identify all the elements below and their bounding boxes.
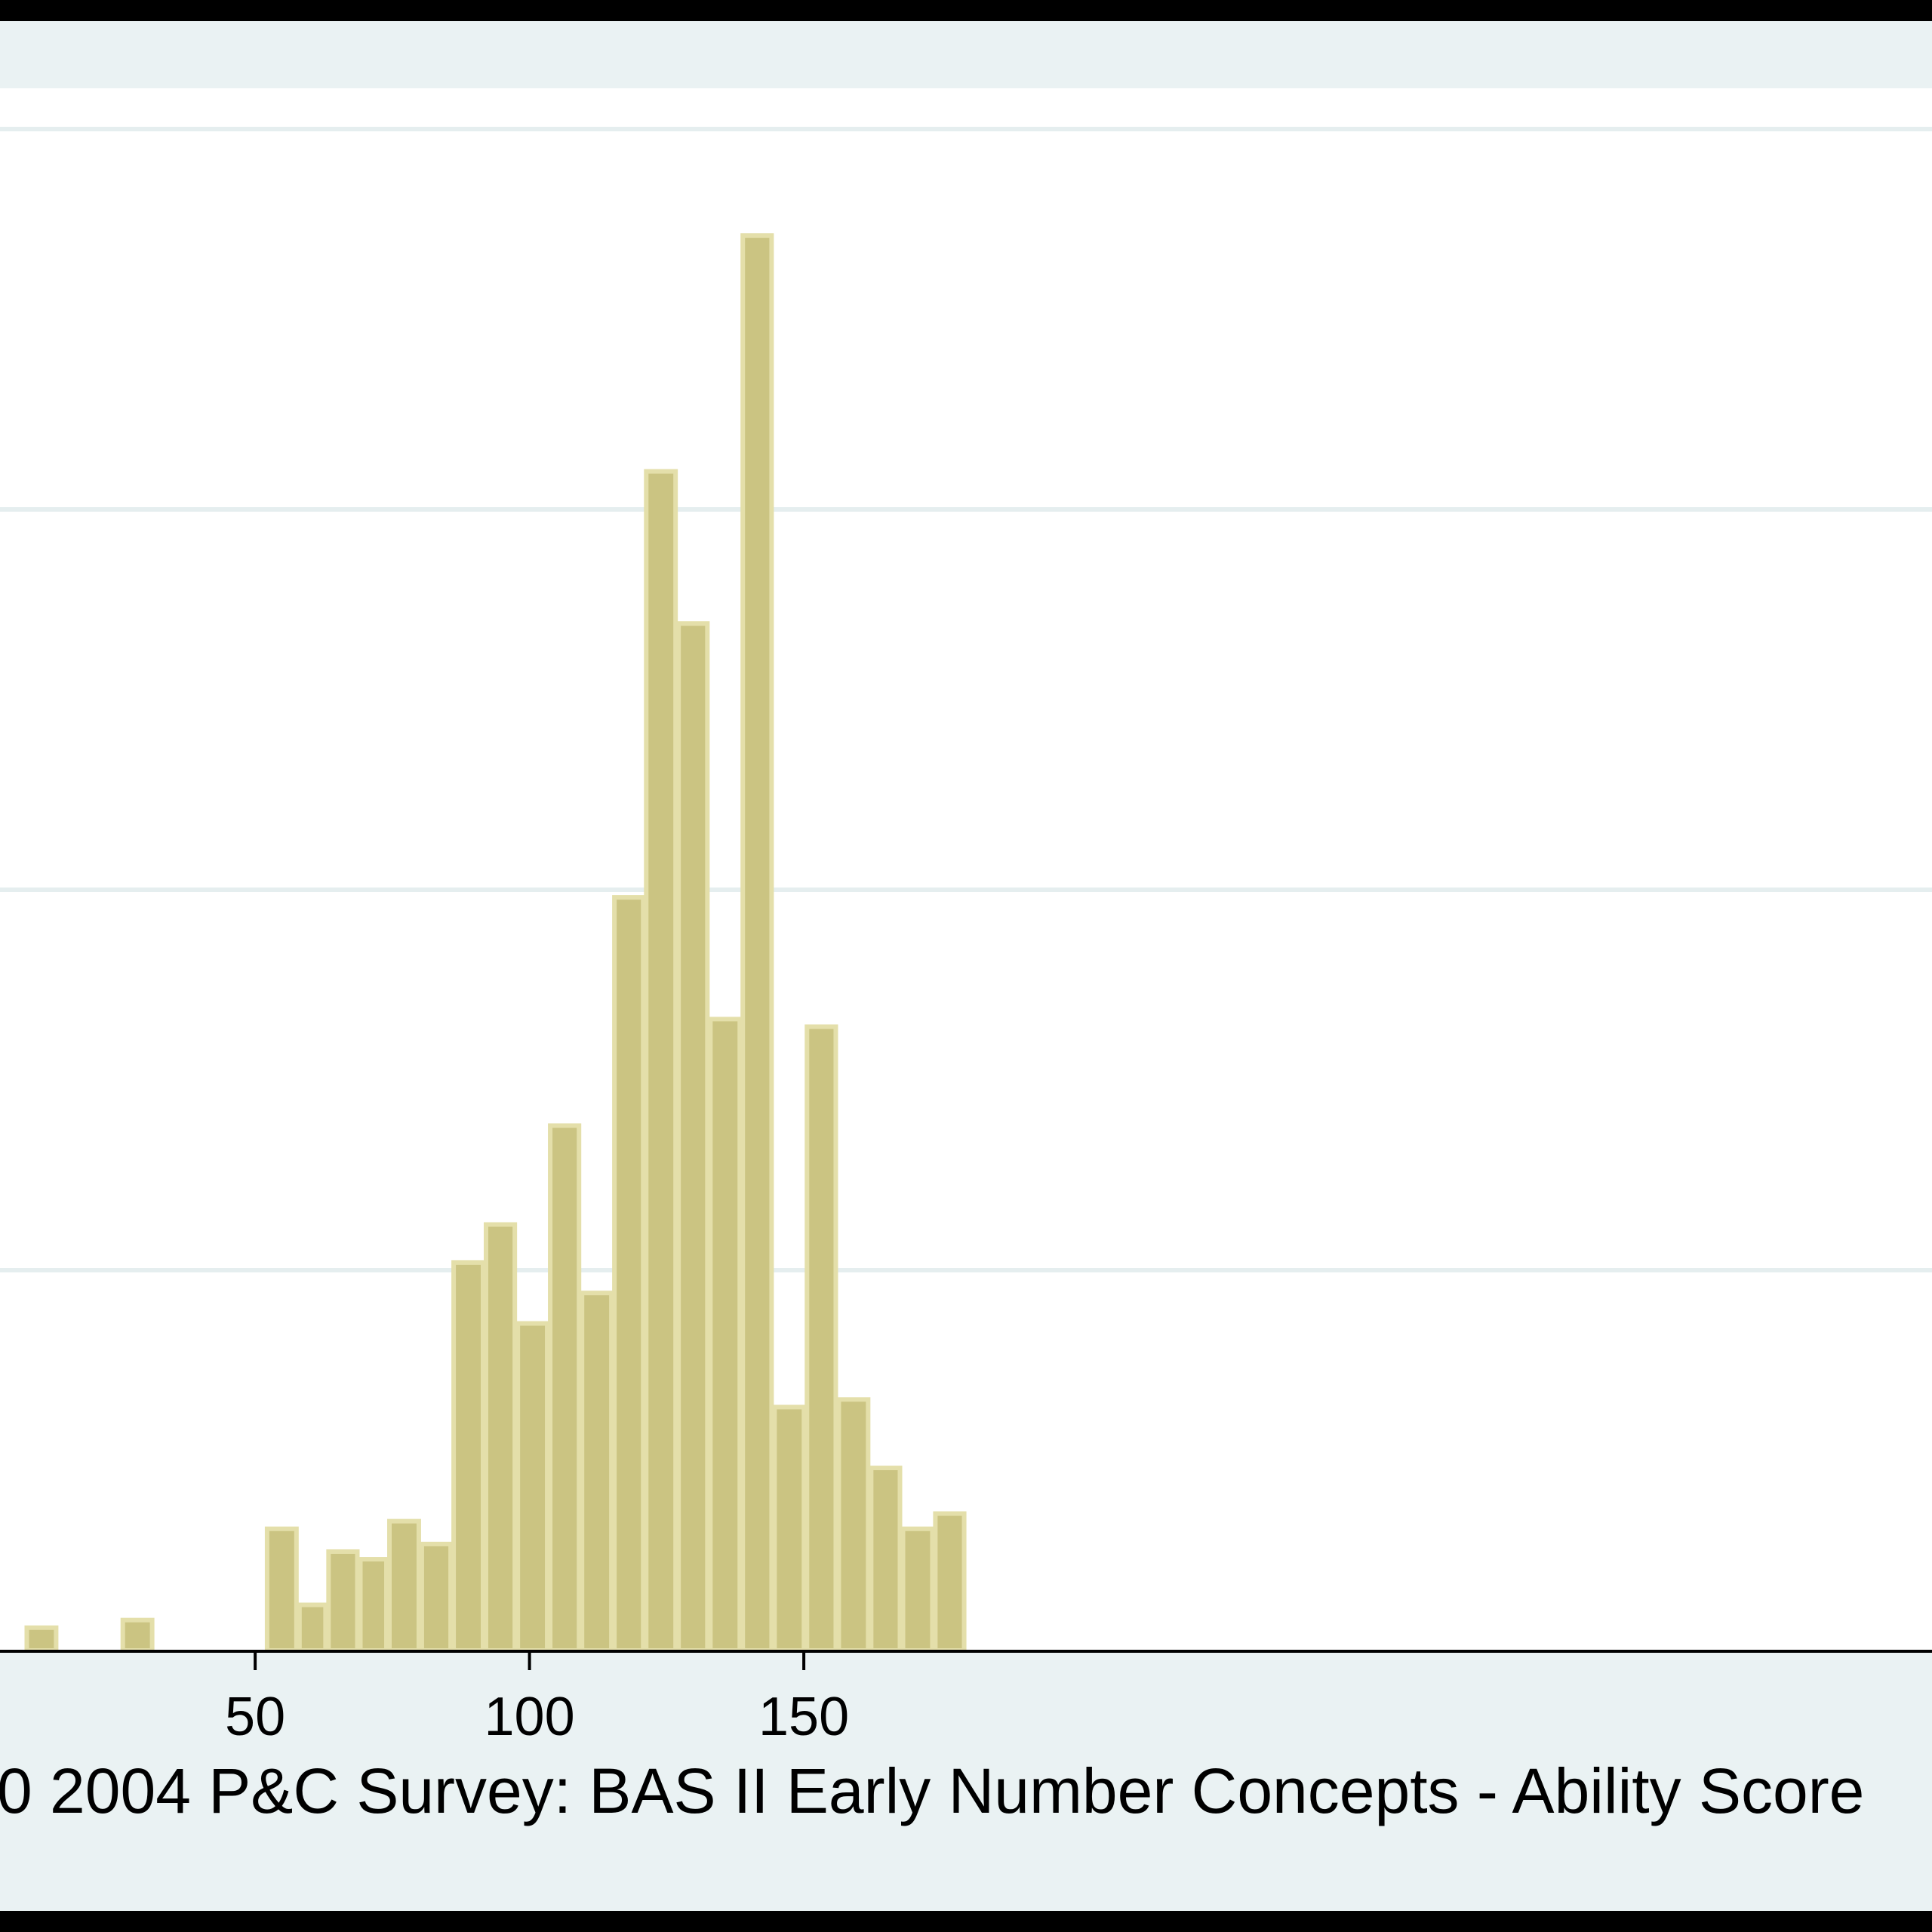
histogram-bar (419, 1541, 454, 1653)
histogram-bar (740, 233, 774, 1653)
plot-area (0, 88, 1932, 1651)
histogram-bar (676, 621, 710, 1654)
histogram-bar (264, 1526, 299, 1653)
histogram-bar (297, 1602, 328, 1654)
x-tick-label: 150 (758, 1687, 849, 1747)
histogram-bar (548, 1123, 582, 1653)
histogram-bar (900, 1526, 935, 1653)
histogram-bar (772, 1404, 807, 1653)
histogram-bar (933, 1511, 967, 1654)
histogram-bar (358, 1557, 389, 1654)
histogram-bar (451, 1260, 485, 1654)
gridlines (0, 127, 1932, 1272)
histogram-bar (387, 1518, 421, 1654)
histogram-bar (869, 1466, 903, 1653)
x-axis-ticks: 50 100 150 (225, 1651, 849, 1747)
histogram-bar (326, 1549, 360, 1653)
x-tick-label: 50 (225, 1687, 285, 1747)
histogram-bar (708, 1017, 743, 1653)
histogram-bar (515, 1321, 550, 1654)
x-axis-title: 0 2004 P&C Survey: BAS II Early Number C… (0, 1755, 1864, 1826)
histogram-bar (120, 1617, 155, 1653)
histogram-bar (836, 1397, 871, 1653)
histogram-bar (612, 895, 646, 1653)
histogram-bar (24, 1625, 59, 1654)
histogram-bar (580, 1291, 614, 1653)
histogram-bar (644, 469, 678, 1653)
histogram-bar (483, 1222, 518, 1653)
histogram-bar (804, 1024, 838, 1653)
x-tick-label: 100 (485, 1687, 575, 1747)
